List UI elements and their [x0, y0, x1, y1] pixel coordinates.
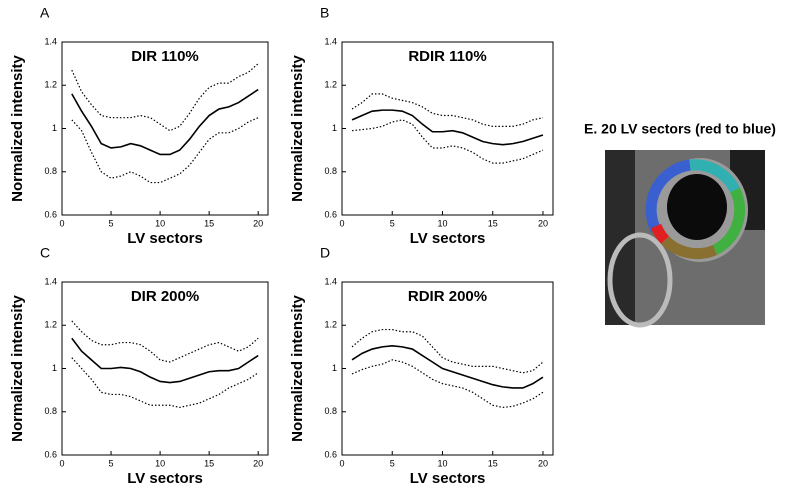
x-tick-label: 5	[390, 218, 395, 228]
bound-line	[351, 119, 544, 164]
panel-letter: A	[40, 5, 50, 21]
mean-line	[71, 337, 259, 384]
x-tick-label: 20	[253, 218, 263, 228]
panel-letter: B	[320, 5, 329, 21]
mri-image	[605, 150, 765, 328]
x-tick-label: 10	[155, 218, 165, 228]
y-axis-label: Normalized intensity	[9, 294, 26, 441]
x-tick-label: 15	[488, 218, 498, 228]
x-tick-label: 5	[390, 458, 395, 468]
x-tick-label: 0	[339, 218, 344, 228]
y-tick-label: 0.8	[324, 406, 337, 416]
x-tick-label: 15	[488, 458, 498, 468]
y-tick-label: 1.2	[44, 80, 57, 90]
x-tick-label: 15	[204, 218, 214, 228]
x-tick-label: 5	[109, 218, 114, 228]
x-tick-label: 20	[538, 458, 548, 468]
image-label: E. 20 LV sectors (red to blue)	[584, 121, 776, 137]
x-tick-label: 10	[437, 218, 447, 228]
chart-title: RDIR 110%	[408, 48, 486, 65]
bound-line	[351, 359, 544, 409]
y-axis-label: Normalized intensity	[289, 294, 306, 441]
x-tick-label: 10	[437, 458, 447, 468]
panel-letter: D	[320, 245, 330, 261]
x-axis-label: LV sectors	[127, 470, 203, 487]
x-tick-label: 0	[59, 458, 64, 468]
y-tick-label: 1	[52, 123, 57, 133]
y-axis-label: Normalized intensity	[9, 54, 26, 201]
y-tick-label: 1.2	[44, 320, 57, 330]
x-tick-label: 20	[538, 218, 548, 228]
panel-letter: C	[40, 245, 50, 261]
x-tick-label: 15	[204, 458, 214, 468]
plot-frame	[341, 281, 554, 456]
bound-line	[71, 63, 259, 132]
mean-line	[351, 109, 544, 146]
bound-line	[71, 117, 259, 184]
x-tick-label: 20	[253, 458, 263, 468]
y-tick-label: 0.6	[44, 449, 57, 459]
y-axis-label: Normalized intensity	[289, 54, 306, 201]
y-tick-label: 1.2	[324, 320, 337, 330]
y-tick-label: 0.6	[44, 209, 57, 219]
x-axis-label: LV sectors	[410, 470, 486, 487]
x-tick-label: 10	[155, 458, 165, 468]
y-tick-label: 0.8	[44, 406, 57, 416]
y-tick-label: 1.4	[324, 276, 337, 286]
bound-line	[351, 328, 544, 374]
y-tick-label: 1.4	[44, 276, 57, 286]
x-tick-label: 5	[109, 458, 114, 468]
y-tick-label: 0.6	[324, 449, 337, 459]
y-tick-label: 1	[52, 363, 57, 373]
y-tick-label: 0.6	[324, 209, 337, 219]
x-tick-label: 0	[339, 458, 344, 468]
y-tick-label: 0.8	[44, 166, 57, 176]
chart-title: RDIR 200%	[408, 288, 487, 305]
y-tick-label: 0.8	[324, 166, 337, 176]
y-tick-label: 1.2	[324, 80, 337, 90]
chart-title: DIR 110%	[131, 48, 199, 65]
x-axis-label: LV sectors	[127, 230, 203, 247]
chart-title: DIR 200%	[131, 288, 199, 305]
y-tick-label: 1	[332, 123, 337, 133]
x-tick-label: 0	[59, 218, 64, 228]
mean-line	[351, 344, 544, 389]
y-tick-label: 1.4	[324, 36, 337, 46]
y-tick-label: 1	[332, 363, 337, 373]
mean-line	[71, 88, 259, 156]
bound-line	[71, 320, 259, 363]
x-axis-label: LV sectors	[410, 230, 486, 247]
y-tick-label: 1.4	[44, 36, 57, 46]
